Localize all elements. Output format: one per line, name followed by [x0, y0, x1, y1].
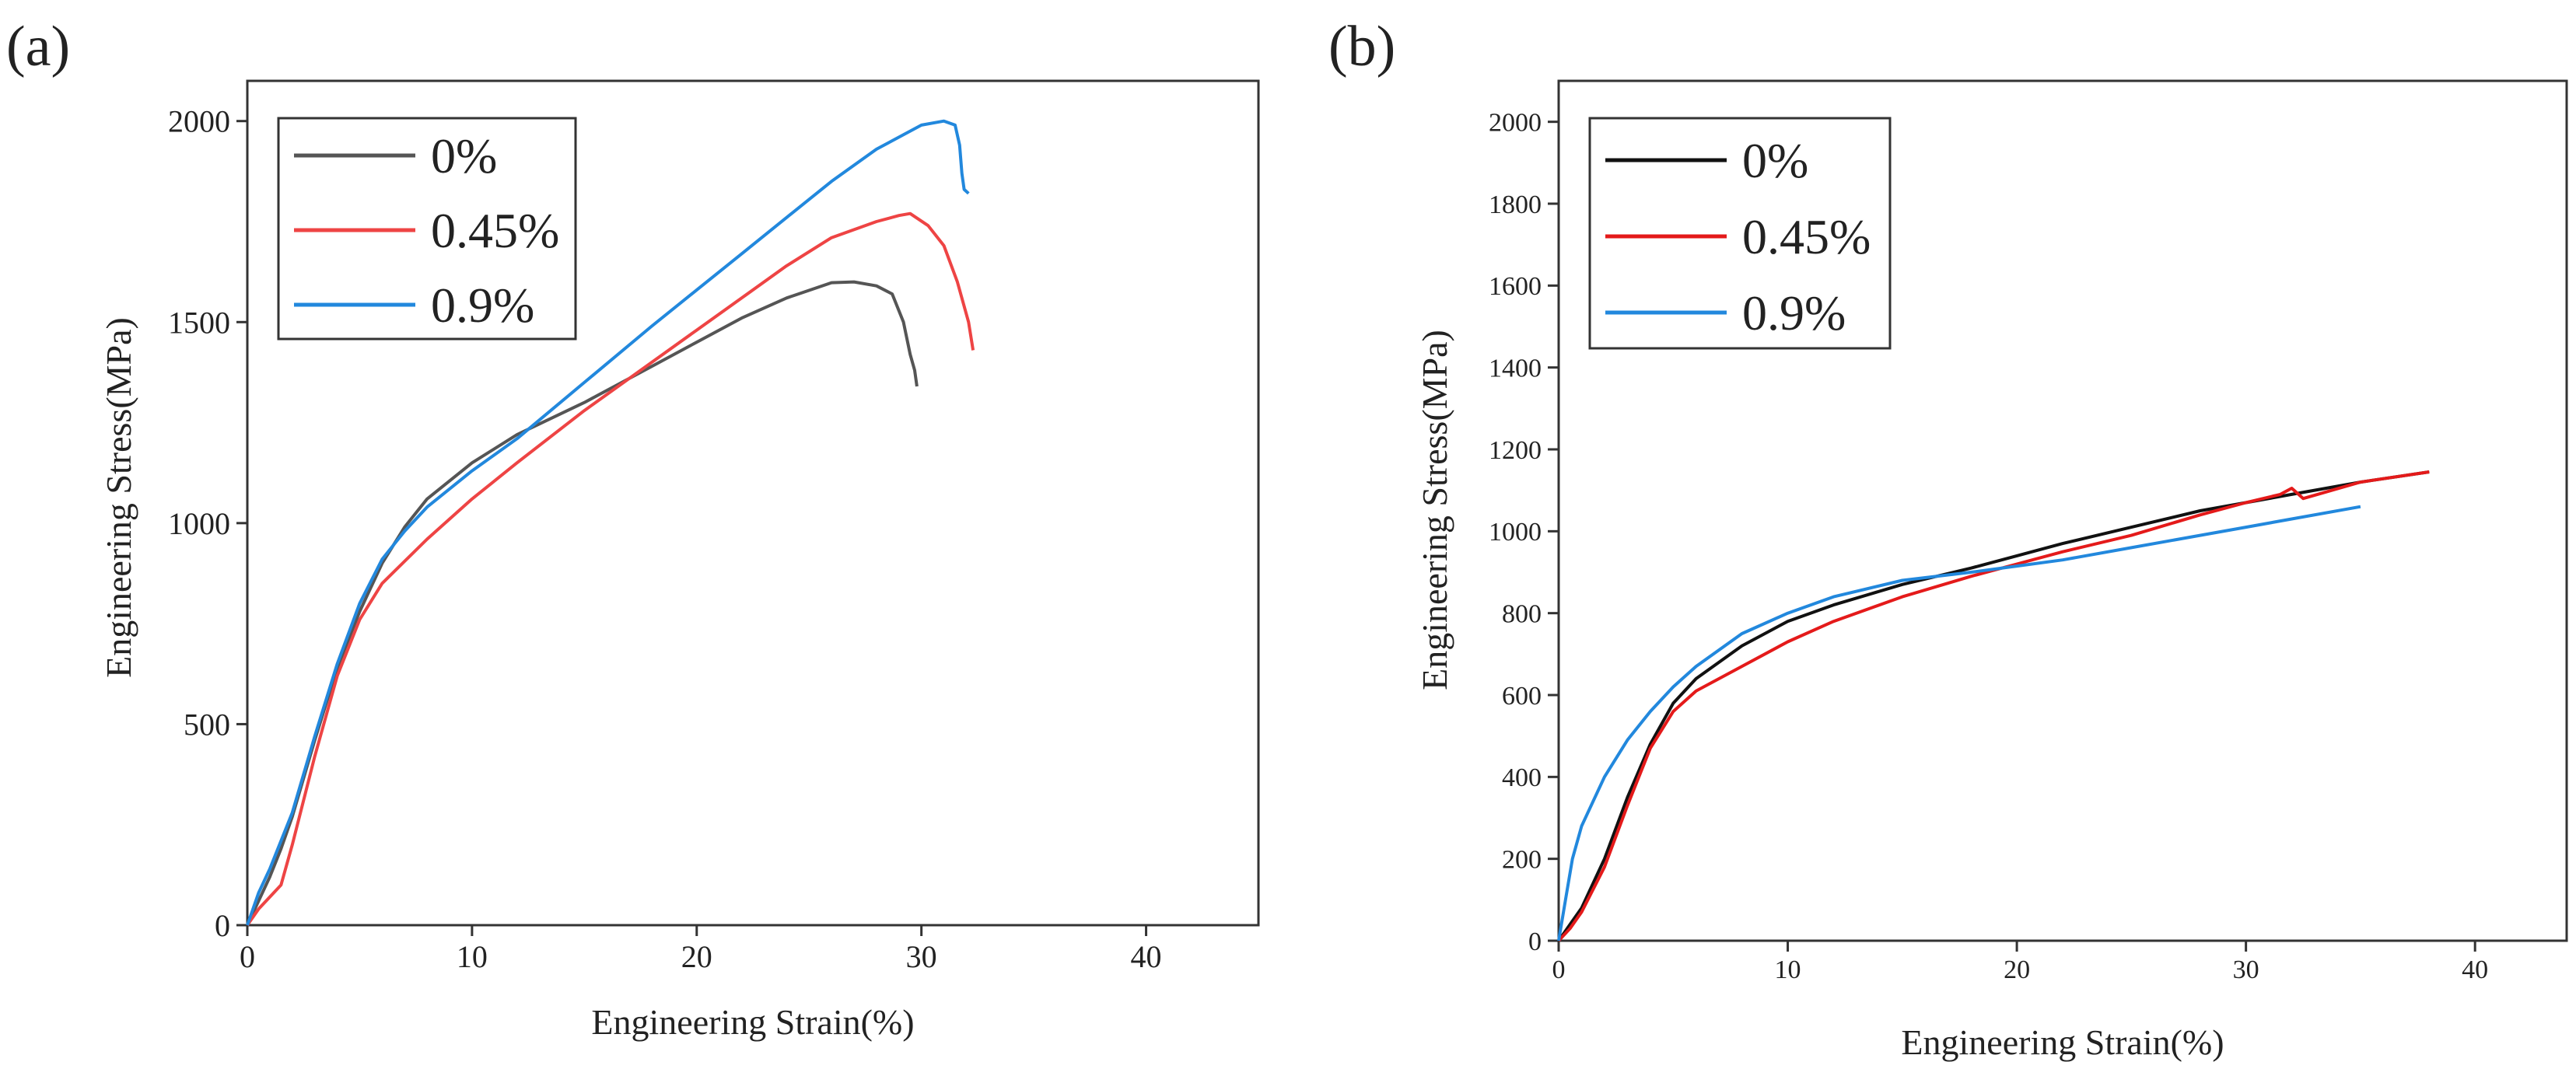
- legend-label: 0%: [1742, 133, 1808, 188]
- y-tick-label: 0: [215, 908, 230, 943]
- x-tick-label: 30: [906, 939, 937, 974]
- x-tick-label: 20: [2004, 955, 2030, 984]
- x-tick-label: 0: [240, 939, 255, 974]
- chart-panel-b: (b) 020040060080010001200140016001800200…: [1328, 15, 2568, 1062]
- x-axis-label: Engineering Strain(%): [591, 1002, 914, 1042]
- y-tick-label: 800: [1502, 600, 1542, 629]
- legend-label: 0.45%: [431, 203, 559, 258]
- series-line-0: [1557, 470, 2430, 942]
- x-tick-label: 40: [1131, 939, 1162, 974]
- series-line-1: [1557, 470, 2430, 942]
- series-line-1: [246, 211, 975, 927]
- y-tick-label: 0: [1528, 928, 1542, 956]
- legend-label: 0.9%: [1742, 285, 1846, 341]
- series-line-2: [1557, 505, 2361, 942]
- x-tick-label: 10: [1775, 955, 1801, 984]
- y-tick-label: 1500: [168, 305, 230, 340]
- y-axis-label: Engineering Stress(MPa): [99, 317, 138, 678]
- data-series: [246, 119, 975, 927]
- y-axis: 0 500 1000 1500 2000: [168, 104, 247, 943]
- legend-label: 0.45%: [1742, 209, 1871, 264]
- x-axis: 0 10 20 30 40: [1552, 941, 2488, 984]
- plot-frame: [1557, 79, 2568, 942]
- legend-box: [1588, 117, 1892, 350]
- y-tick-label: 600: [1502, 682, 1542, 711]
- data-series: [1557, 470, 2430, 942]
- y-tick-label: 1000: [168, 506, 230, 541]
- y-tick-label: 1800: [1489, 190, 1542, 219]
- y-axis-label: Engineering Stress(MPa): [1415, 330, 1454, 690]
- x-tick-label: 40: [2462, 955, 2488, 984]
- x-axis-label: Engineering Strain(%): [1901, 1022, 2224, 1062]
- y-tick-label: 1400: [1489, 355, 1542, 383]
- legend-label: 0.9%: [431, 278, 534, 333]
- series-line-2: [246, 119, 970, 926]
- y-axis: 0 200 400 600 800 1000 1200 1400 1600 1800 2000: [1489, 109, 1559, 956]
- chart-panel-a: (a) 0 500 1000 1500 2000 0 10 20 30 40 Engineeri…: [6, 15, 1260, 1042]
- x-tick-label: 20: [681, 939, 712, 974]
- y-tick-label: 1200: [1489, 436, 1542, 465]
- x-axis: 0 10 20 30 40: [240, 925, 1162, 974]
- plot-frame: [246, 79, 1260, 927]
- y-tick-label: 2000: [1489, 109, 1542, 138]
- y-tick-label: 2000: [168, 104, 230, 139]
- y-tick-label: 200: [1502, 846, 1542, 875]
- y-tick-label: 500: [184, 707, 230, 742]
- x-tick-label: 30: [2233, 955, 2259, 984]
- series-line-0: [246, 280, 919, 926]
- y-tick-label: 1000: [1489, 518, 1542, 547]
- panel-label: (b): [1328, 15, 1395, 79]
- y-tick-label: 400: [1502, 763, 1542, 792]
- y-tick-label: 1600: [1489, 272, 1542, 301]
- legend-label: 0%: [431, 128, 497, 183]
- x-tick-label: 0: [1552, 955, 1566, 984]
- legend: 0% 0.45% 0.9%: [1588, 117, 1892, 350]
- legend: 0% 0.45% 0.9%: [277, 117, 577, 341]
- panel-label: (a): [6, 15, 70, 79]
- x-tick-label: 10: [457, 939, 488, 974]
